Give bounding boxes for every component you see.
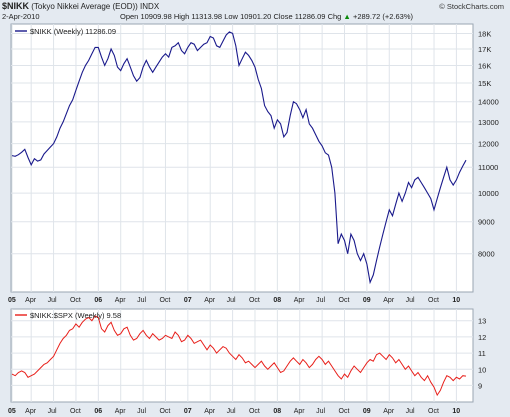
x-tick-label: 09 (363, 408, 371, 415)
price-panel (10, 23, 474, 293)
nikkei-spx-ratio-line (11, 315, 467, 397)
chg-label: Chg (327, 12, 342, 21)
x-tick-label: Oct (428, 297, 439, 304)
x-tick-label: Oct (428, 408, 439, 415)
x-tick-label: Oct (70, 408, 81, 415)
x-tick-label: Jul (316, 408, 325, 415)
chg-value: +289.72 (+2.63%) (352, 12, 413, 21)
price-y-tick-label: 16K (478, 61, 491, 70)
x-tick-label: Apr (294, 408, 306, 415)
date-label: 2-Apr-2010 (2, 12, 40, 21)
price-y-ticks: 8000 9000 10000 11000 12000 13000 14000 15K 16K 1… (478, 29, 499, 258)
price-y-tick-label: 18K (478, 29, 491, 38)
chg-arrow-icon: ▲ (343, 12, 351, 21)
x-tick-label: Apr (204, 297, 216, 304)
high-label: High (173, 12, 190, 21)
x-axis-lower: 05 Apr Jul Oct 06 Apr Jul Oct 07 Apr Jul Oct 08 Apr Ju… (8, 408, 460, 415)
high-value: 11313.98 (191, 12, 223, 21)
index-name: (Tokyo Nikkei Average (EOD)) (31, 2, 138, 11)
nikkei-price-line (11, 31, 467, 285)
x-tick-label: Jul (316, 297, 325, 304)
price-y-tick-label: 13000 (478, 118, 499, 127)
x-tick-label: Apr (204, 408, 216, 415)
x-tick-label: Jul (227, 408, 236, 415)
price-legend: $NIKK (Weekly) 11286.09 (30, 27, 116, 36)
ratio-y-tick-label: 9 (478, 381, 482, 390)
price-y-tick-label: 17K (478, 45, 491, 54)
price-y-tick-label: 12000 (478, 140, 499, 149)
copyright-label: © StockCharts.com (439, 2, 504, 11)
close-value: 11286.09 (294, 12, 326, 21)
ratio-y-tick-label: 13 (478, 317, 486, 326)
x-tick-label: Apr (294, 297, 306, 304)
x-tick-label: 09 (363, 297, 371, 304)
x-tick-label: Oct (70, 297, 81, 304)
x-tick-label: Apr (115, 408, 127, 415)
x-tick-label: 05 (8, 297, 16, 304)
x-tick-label: Jul (227, 297, 236, 304)
x-tick-label: Apr (383, 297, 395, 304)
x-tick-label: Jul (48, 408, 57, 415)
x-tick-label: Jul (48, 297, 57, 304)
x-tick-label: 07 (184, 297, 192, 304)
x-tick-label: 10 (452, 408, 460, 415)
x-tick-label: Apr (383, 408, 395, 415)
x-tick-label: 08 (273, 297, 281, 304)
ratio-y-tick-label: 12 (478, 333, 486, 342)
exchange-label: INDX (140, 2, 160, 11)
chart-header: $NIKK (Tokyo Nikkei Average (EOD)) INDX … (2, 1, 508, 11)
x-tick-label: Jul (137, 408, 146, 415)
quote-bar: 2-Apr-2010 Open 10909.98 High 11313.98 L… (2, 12, 508, 22)
x-tick-label: 08 (273, 408, 281, 415)
x-tick-label: Jul (137, 297, 146, 304)
price-y-tick-label: 11000 (478, 163, 498, 172)
close-label: Close (273, 12, 293, 21)
symbol-label: $NIKK (2, 1, 30, 11)
price-grid (11, 24, 473, 292)
price-y-tick-label: 10000 (478, 189, 499, 198)
x-tick-label: Jul (406, 408, 415, 415)
x-tick-label: 06 (94, 408, 102, 415)
quote-values: Open 10909.98 High 11313.98 Low 10901.20… (120, 12, 413, 21)
low-label: Low (224, 12, 238, 21)
price-y-tick-label: 15K (478, 79, 491, 88)
x-tick-label: Apr (25, 297, 37, 304)
x-tick-label: Oct (339, 297, 350, 304)
ratio-y-tick-label: 10 (478, 365, 486, 374)
low-value: 10901.20 (240, 12, 272, 21)
ratio-y-tick-label: 11 (478, 349, 486, 358)
x-tick-label: Apr (115, 297, 127, 304)
x-tick-label: Apr (25, 408, 37, 415)
price-y-tick-label: 8000 (478, 250, 495, 259)
open-value: 10909.98 (140, 12, 172, 21)
open-label: Open (120, 12, 139, 21)
x-tick-label: Oct (249, 297, 260, 304)
x-tick-label: Oct (249, 408, 260, 415)
x-tick-label: 05 (8, 408, 16, 415)
x-tick-label: 07 (184, 408, 192, 415)
x-axis-upper: 05 Apr Jul Oct 06 Apr Jul Oct 07 Apr Jul Oct 08 Apr Ju… (8, 297, 460, 304)
price-y-tick-label: 9000 (478, 218, 495, 227)
x-tick-label: Oct (339, 408, 350, 415)
x-tick-label: 06 (94, 297, 102, 304)
ratio-y-ticks: 9 10 11 12 13 (478, 317, 486, 391)
x-tick-label: 10 (452, 297, 460, 304)
price-y-tick-label: 14000 (478, 98, 499, 107)
x-tick-label: Oct (159, 297, 170, 304)
ratio-panel (10, 308, 474, 403)
x-tick-label: Jul (406, 297, 415, 304)
ratio-legend: $NIKK:$SPX (Weekly) 9.58 (30, 311, 121, 320)
x-tick-label: Oct (159, 408, 170, 415)
